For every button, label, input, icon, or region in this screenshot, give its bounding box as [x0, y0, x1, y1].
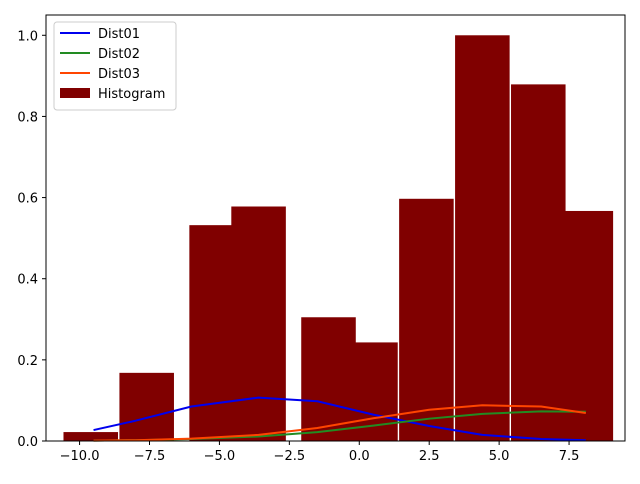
- series-line-dist01: [93, 396, 586, 442]
- histogram-bars: [63, 35, 614, 442]
- legend-swatch: [60, 88, 90, 98]
- y-tick-label: 0.4: [17, 273, 38, 288]
- x-axis: −10.0 −7.5 −5.0 −2.5 0.0 2.5 5.0 7.5: [60, 441, 580, 464]
- y-tick-label: 0.2: [17, 354, 38, 369]
- y-tick-label: 0.0: [17, 435, 38, 450]
- histogram-bar: [119, 372, 174, 441]
- y-tick-label: 0.8: [17, 110, 38, 125]
- series-line-dist03: [93, 404, 586, 442]
- x-tick-label: 5.0: [489, 449, 510, 464]
- x-tick-label: −2.5: [274, 449, 306, 464]
- x-tick-label: −10.0: [60, 449, 100, 464]
- legend-label: Dist03: [98, 67, 140, 82]
- histogram-bar: [511, 84, 566, 442]
- y-tick-label: 1.0: [17, 29, 38, 44]
- y-axis: 0.0 0.2 0.4 0.6 0.8 1.0: [17, 29, 46, 450]
- y-tick-label: 0.6: [17, 192, 38, 207]
- x-tick-label: 7.5: [559, 449, 580, 464]
- histogram-bar: [231, 206, 286, 441]
- x-tick-label: −7.5: [134, 449, 166, 464]
- histogram-bar: [455, 35, 510, 442]
- distribution-lines: [93, 396, 586, 442]
- histogram-bar: [399, 198, 454, 441]
- plot-frame: [45, 14, 626, 442]
- histogram-bar: [63, 432, 119, 441]
- legend-label: Dist01: [98, 27, 140, 42]
- legend: Dist01 Dist02 Dist03 Histogram: [53, 21, 177, 111]
- legend-label: Histogram: [98, 87, 165, 102]
- legend-label: Dist02: [98, 47, 140, 62]
- x-tick-label: 0.0: [349, 449, 370, 464]
- x-tick-label: −5.0: [204, 449, 236, 464]
- x-tick-label: 2.5: [419, 449, 440, 464]
- histogram-bar: [558, 210, 614, 441]
